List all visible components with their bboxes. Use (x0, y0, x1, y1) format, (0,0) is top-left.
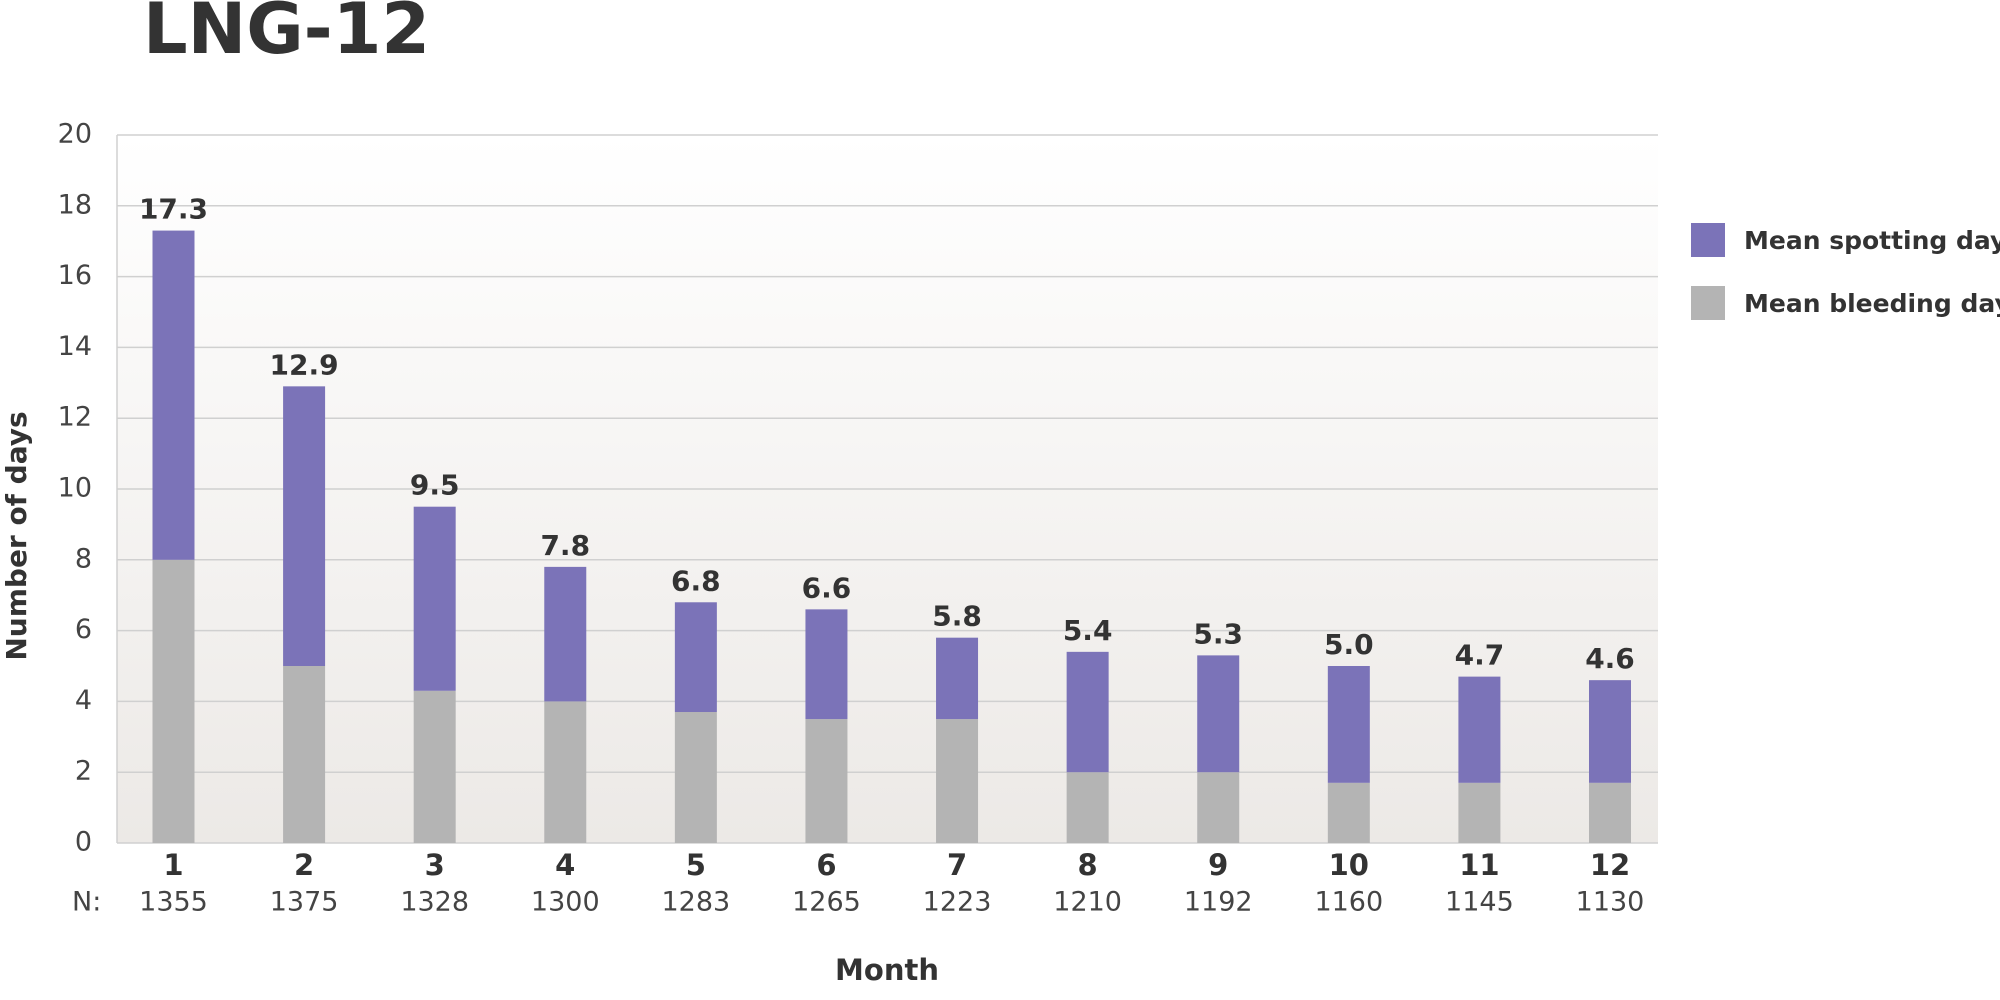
total-label: 5.4 (1063, 614, 1113, 647)
n-value: 1223 (923, 887, 992, 918)
y-tick-label: 12 (58, 402, 92, 433)
x-tick-label: 2 (294, 848, 314, 882)
bar-segment (674, 602, 717, 713)
total-label: 7.8 (540, 529, 590, 562)
legend-swatch (1691, 223, 1725, 257)
n-value: 1130 (1576, 887, 1645, 918)
y-tick-label: 0 (75, 827, 92, 858)
y-tick-label: 10 (58, 473, 92, 504)
x-tick-label: 3 (425, 848, 445, 882)
total-label: 6.8 (671, 564, 721, 597)
total-label: 17.3 (139, 193, 208, 226)
y-tick-label: 18 (58, 189, 92, 220)
x-tick-label: 4 (555, 848, 575, 882)
bar-segment (1197, 772, 1240, 843)
n-value: 1265 (792, 887, 861, 918)
n-value: 1145 (1445, 887, 1514, 918)
y-tick-label: 14 (58, 331, 92, 362)
y-axis-label: Number of days (0, 411, 33, 660)
x-tick-label: 12 (1590, 848, 1630, 882)
bar-segment (1327, 666, 1370, 783)
bar-segment (1066, 651, 1109, 773)
legend-label: Mean bleeding days (1744, 289, 2000, 318)
n-value: 1283 (662, 887, 731, 918)
bar-segment (936, 719, 979, 843)
bar-segment (152, 230, 195, 560)
bar-segment (1589, 680, 1631, 783)
n-label: N: (72, 887, 101, 918)
n-value: 1355 (139, 887, 208, 918)
bar-segment (1066, 772, 1109, 843)
bar-segment (544, 701, 587, 843)
bar-segment (152, 559, 195, 843)
bar-segment (1197, 655, 1240, 773)
bar-segment (413, 506, 456, 691)
x-tick-label: 5 (686, 848, 706, 882)
x-tick-label: 7 (947, 848, 967, 882)
y-tick-label: 20 (58, 119, 92, 150)
legend-label: Mean spotting days (1744, 226, 2000, 255)
n-value: 1160 (1314, 887, 1383, 918)
bar-segment (283, 666, 326, 843)
x-tick-label: 9 (1208, 848, 1228, 882)
x-tick-label: 11 (1459, 848, 1499, 882)
y-tick-label: 16 (58, 260, 92, 291)
total-label: 9.5 (410, 469, 460, 502)
bar-segment (805, 719, 848, 843)
bar-segment (283, 386, 326, 666)
y-tick-label: 4 (75, 685, 92, 716)
n-value: 1300 (531, 887, 600, 918)
total-label: 4.7 (1455, 639, 1505, 672)
bar-segment (544, 566, 587, 702)
n-value: 1192 (1184, 887, 1253, 918)
chart-title: LNG-12 (143, 0, 430, 70)
legend-swatch (1691, 286, 1725, 320)
bar-segment (1458, 676, 1501, 783)
x-tick-label: 10 (1329, 848, 1369, 882)
bar-segment (805, 609, 848, 720)
x-tick-label: 1 (163, 848, 183, 882)
n-value: 1328 (400, 887, 469, 918)
bar-segment (1589, 782, 1631, 843)
bar-segment (1458, 782, 1501, 843)
x-tick-label: 8 (1078, 848, 1098, 882)
total-label: 4.6 (1585, 642, 1635, 675)
total-label: 6.6 (802, 571, 852, 604)
total-label: 5.0 (1324, 628, 1374, 661)
x-axis-label: Month (835, 953, 939, 987)
n-value: 1210 (1053, 887, 1122, 918)
y-tick-label: 8 (75, 543, 92, 574)
bar-segment (413, 690, 456, 843)
bar-segment (936, 637, 979, 720)
bar-segment (674, 712, 717, 843)
total-label: 5.3 (1193, 617, 1243, 650)
y-tick-label: 6 (75, 614, 92, 645)
total-label: 12.9 (270, 348, 339, 381)
total-label: 5.8 (932, 600, 982, 633)
n-value: 1375 (270, 887, 339, 918)
x-tick-label: 6 (816, 848, 836, 882)
y-tick-label: 2 (75, 756, 92, 787)
bar-segment (1327, 782, 1370, 843)
